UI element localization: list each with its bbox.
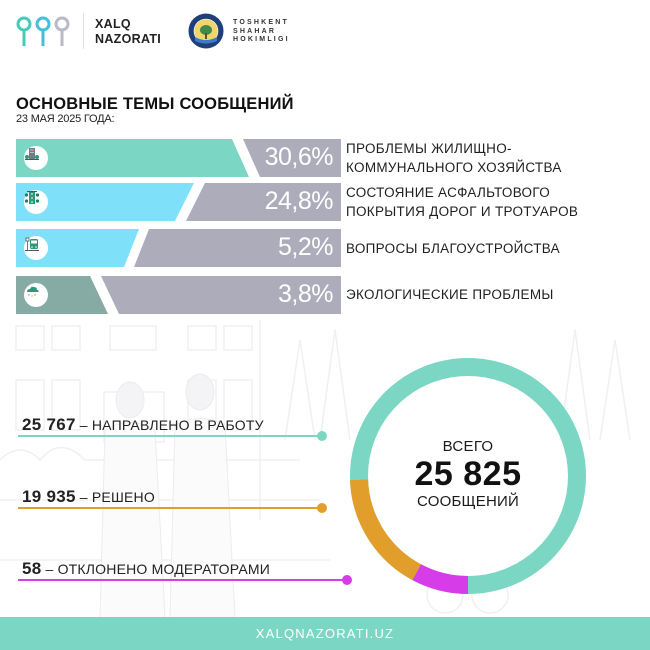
topic-label-line-1: ЭКОЛОГИЧЕСКИЕ ПРОБЛЕМЫ [346,287,554,302]
stat-value: 19 935 [22,487,76,506]
total-donut-chart [350,358,586,594]
topic-label-line-2: ПОКРЫТИЯ ДОРОГ И ТРОТУАРОВ [346,204,579,219]
brand-line-1: XALQ [95,17,131,31]
topic-label-line-2: КОММУНАЛЬНОГО ХОЗЯЙСТВА [346,160,562,175]
road-icon [24,190,48,214]
page-subtitle-date: 23 МАЯ 2025 ГОДА: [16,113,115,125]
total-label-bottom: СООБЩЕНИЙ [417,493,519,510]
stat-resolved-line [18,507,323,509]
bus-stop-icon [24,236,48,260]
total-label-top: ВСЕГО [442,438,494,455]
xalq-nazorati-logo-icon [16,16,70,46]
topic-bar-improvement: 5,2% [16,229,341,267]
topic-bar-shape [16,183,341,221]
topic-label-improvement: ВОПРОСЫ БЛАГОУСТРОЙСТВА [346,239,560,258]
topic-bar-shape [16,139,341,177]
stat-label: – ОТКЛОНЕНО МОДЕРАТОРАМИ [45,561,270,577]
total-value: 25 825 [414,455,522,493]
total-summary: ВСЕГО 25 825 СООБЩЕНИЙ [348,356,588,596]
partner-line-1: TOSHKENT [233,19,289,26]
topic-bar-housing: 30,6% [16,139,341,177]
topic-label-ecology: ЭКОЛОГИЧЕСКИЕ ПРОБЛЕМЫ [346,285,554,304]
stat-rejected: 58– ОТКЛОНЕНО МОДЕРАТОРАМИ [22,559,270,579]
background-illustration [0,320,631,618]
topic-label-line-1: ВОПРОСЫ БЛАГОУСТРОЙСТВА [346,241,560,256]
topic-percent: 24,8% [264,187,334,215]
stat-rejected-dot [342,575,352,585]
tashkent-emblem-icon [188,13,224,49]
topic-bar-roads: 24,8% [16,183,341,221]
stat-in-progress-line [18,435,323,437]
topic-percent: 5,2% [278,233,333,261]
partner-name: TOSHKENT SHAHAR HOKIMLIGI [233,19,290,45]
topic-label-line-1: ПРОБЛЕМЫ ЖИЛИЩНО- [346,141,512,156]
partner-line-2: SHAHAR [233,27,277,35]
stat-in-progress: 25 767– НАПРАВЛЕНО В РАБОТУ [22,415,264,435]
stat-value: 25 767 [22,415,76,434]
topic-label-line-1: СОСТОЯНИЕ АСФАЛЬТОВОГО [346,185,550,200]
topic-bar-shape [16,229,341,267]
footer-url-link[interactable]: XALQNAZORATI.UZ [255,626,395,641]
stat-label: – НАПРАВЛЕНО В РАБОТУ [79,417,264,433]
footer-bar: XALQNAZORATI.UZ [0,617,650,650]
stat-resolved-dot [317,503,327,513]
topic-label-housing: ПРОБЛЕМЫ ЖИЛИЩНО- КОММУНАЛЬНОГО ХОЗЯЙСТВ… [346,139,562,177]
page-title: ОСНОВНЫЕ ТЕМЫ СООБЩЕНИЙ [16,95,294,113]
stat-resolved: 19 935– РЕШЕНО [22,487,155,507]
topic-label-roads: СОСТОЯНИЕ АСФАЛЬТОВОГО ПОКРЫТИЯ ДОРОГ И … [346,183,578,221]
topic-percent: 3,8% [278,280,333,308]
cloud-icon [24,283,48,307]
building-icon [24,146,48,170]
stat-in-progress-dot [317,431,327,441]
stat-label: – РЕШЕНО [79,489,155,505]
stat-value: 58 [22,559,42,578]
topic-bar-ecology: 3,8% [16,276,341,314]
header-divider [83,13,84,49]
brand-name: XALQ NAZORATI [95,17,161,47]
partner-line-3: HOKIMLIGI [233,36,290,43]
stat-rejected-line [18,579,348,581]
brand-line-2: NAZORATI [95,32,162,46]
topic-percent: 30,6% [264,143,334,171]
